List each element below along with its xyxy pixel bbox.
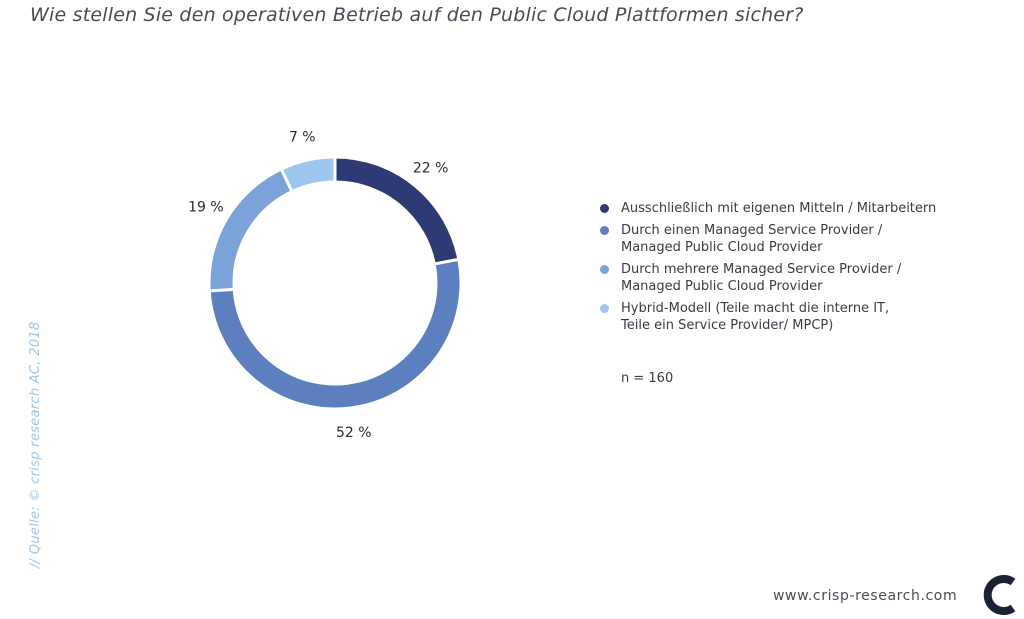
data-label-4: 7 % xyxy=(289,130,316,146)
chart-legend: Ausschließlich mit eigenen Mitteln / Mit… xyxy=(597,200,941,339)
legend-swatch-icon xyxy=(600,265,609,274)
legend-label: Ausschließlich mit eigenen Mitteln / Mit… xyxy=(621,201,937,216)
legend-item-own-resources: Ausschließlich mit eigenen Mitteln / Mit… xyxy=(597,200,941,217)
legend-swatch-icon xyxy=(600,304,609,313)
donut-segment-3 xyxy=(207,166,294,293)
donut-chart: 22 % 52 % 19 % 7 % xyxy=(188,130,463,441)
legend-swatch-icon xyxy=(600,226,609,235)
crisp-research-logo-icon xyxy=(983,575,1016,615)
chart-title: Wie stellen Sie den operativen Betrieb a… xyxy=(30,4,804,26)
legend-swatch-icon xyxy=(600,204,609,213)
data-label-2: 52 % xyxy=(336,425,372,441)
legend-item-multiple-msp: Durch mehrere Managed Service Provider /… xyxy=(597,261,941,295)
footer-url-link[interactable]: www.crisp-research.com xyxy=(773,588,958,604)
sample-size: n = 160 xyxy=(621,371,674,386)
donut-segment-4 xyxy=(279,155,337,194)
legend-label: Hybrid-Modell (Teile macht die interne I… xyxy=(621,301,890,333)
data-label-3: 19 % xyxy=(188,200,224,216)
legend-label: Durch mehrere Managed Service Provider /… xyxy=(621,262,902,294)
donut-segment-2 xyxy=(207,257,463,411)
legend-item-single-msp: Durch einen Managed Service Provider / M… xyxy=(597,222,941,256)
data-label-1: 22 % xyxy=(413,160,449,176)
legend-item-hybrid: Hybrid-Modell (Teile macht die interne I… xyxy=(597,300,941,334)
legend-label: Durch einen Managed Service Provider / M… xyxy=(621,223,883,255)
